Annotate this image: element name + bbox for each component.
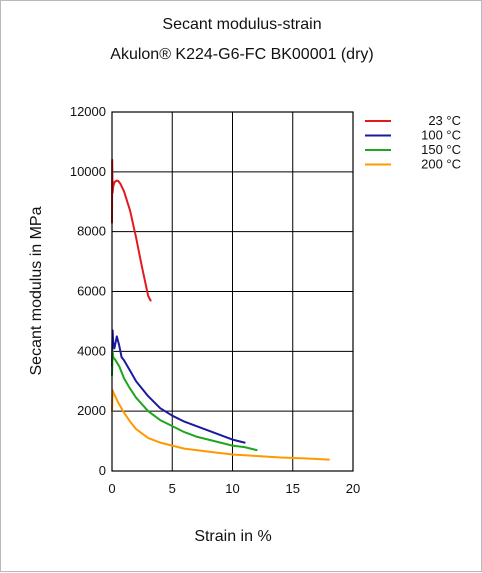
- y-axis-label: Secant modulus in MPa: [28, 206, 45, 375]
- chart-title: Secant modulus-strain: [162, 16, 321, 33]
- legend-label: 100 °C: [421, 128, 461, 143]
- grid-lines: [112, 112, 353, 471]
- y-tick-label: 0: [99, 463, 106, 478]
- series-line-2: [111, 350, 258, 452]
- x-axis-label: Strain in %: [194, 528, 271, 545]
- tick-labels: 0 5 10 15 20 0 2000 4000 6000 8000 10000 12000: [70, 104, 360, 496]
- y-tick-label: 6000: [77, 284, 106, 299]
- x-tick-label: 5: [169, 481, 176, 496]
- series-line-1: [111, 329, 246, 444]
- legend-label: 23 °C: [428, 113, 461, 128]
- series-line-0: [111, 158, 152, 302]
- x-tick-label: 10: [225, 481, 239, 496]
- y-tick-label: 2000: [77, 403, 106, 418]
- y-tick-label: 12000: [70, 104, 106, 119]
- y-tick-label: 4000: [77, 343, 106, 358]
- series-line-3: [111, 389, 330, 461]
- y-tick-label: 10000: [70, 164, 106, 179]
- chart-subtitle: Akulon® K224-G6-FC BK00001 (dry): [110, 46, 373, 63]
- x-tick-label: 15: [286, 481, 300, 496]
- legend-label: 200 °C: [421, 157, 461, 172]
- x-tick-label: 20: [346, 481, 360, 496]
- plot-area-border: [111, 111, 354, 472]
- legend-label: 150 °C: [421, 142, 461, 157]
- x-tick-label: 0: [108, 481, 115, 496]
- plot-series: [111, 158, 330, 461]
- y-tick-label: 8000: [77, 224, 106, 239]
